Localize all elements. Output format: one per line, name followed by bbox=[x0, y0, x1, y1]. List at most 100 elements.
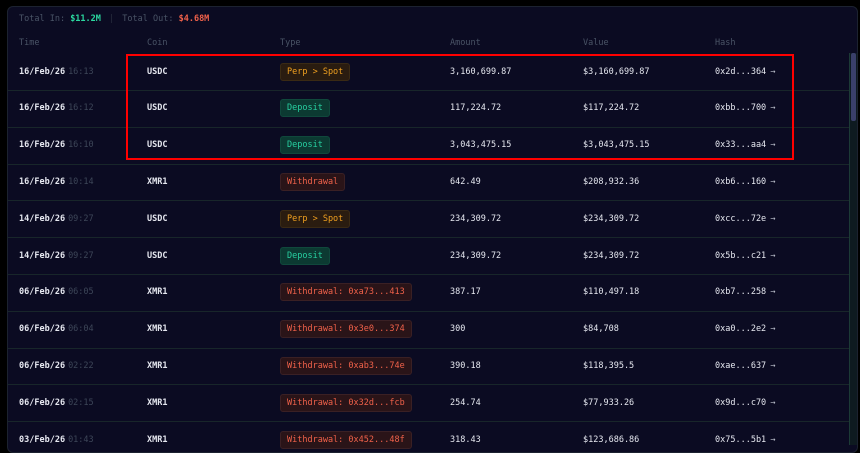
arrow-right-icon[interactable]: → bbox=[770, 213, 776, 224]
table-row[interactable]: 06/Feb/26 02:15 XMR1 Withdrawal: 0x32d...fc… bbox=[8, 384, 849, 423]
hash-link[interactable]: 0xa0...2e2 → bbox=[715, 324, 775, 334]
coin-cell: XMR1 bbox=[147, 287, 168, 298]
value-cell: $84,708 bbox=[583, 324, 619, 335]
date: 16/Feb/26 bbox=[19, 140, 66, 151]
hash-text[interactable]: 0x33...aa4 bbox=[715, 140, 767, 151]
column-header-type[interactable]: Type bbox=[280, 38, 301, 48]
type-badge: Deposit bbox=[280, 246, 330, 265]
time-cell: 16/Feb/26 16:10 bbox=[19, 140, 94, 150]
arrow-right-icon[interactable]: → bbox=[770, 176, 776, 187]
amount-cell: 642.49 bbox=[450, 176, 481, 187]
time-cell: 06/Feb/26 02:22 bbox=[19, 361, 94, 371]
arrow-right-icon[interactable]: → bbox=[770, 324, 776, 335]
value-cell: $234,309.72 bbox=[583, 213, 640, 224]
hash-link[interactable]: 0xb6...160 → bbox=[715, 177, 775, 187]
value-cell: $208,932.36 bbox=[583, 176, 640, 187]
table-row[interactable]: 03/Feb/26 01:43 XMR1 Withdrawal: 0x452...48… bbox=[8, 421, 849, 452]
time: 09:27 bbox=[68, 213, 94, 224]
hash-link[interactable]: 0x33...aa4 → bbox=[715, 140, 775, 150]
hash-link[interactable]: 0x75...5b1 → bbox=[715, 435, 775, 445]
type-badge: Deposit bbox=[280, 99, 330, 118]
time: 06:05 bbox=[68, 287, 94, 298]
table-header: Time Coin Type Amount Value Hash bbox=[8, 33, 849, 53]
time-cell: 06/Feb/26 06:05 bbox=[19, 287, 94, 297]
time: 02:15 bbox=[68, 397, 94, 408]
type-badge: Withdrawal: 0x3e0...374 bbox=[280, 320, 412, 339]
scrollbar-thumb[interactable] bbox=[851, 53, 856, 121]
hash-text[interactable]: 0x5b...c21 bbox=[715, 250, 767, 261]
arrow-right-icon[interactable]: → bbox=[770, 140, 776, 151]
hash-text[interactable]: 0xae...637 bbox=[715, 360, 767, 371]
arrow-right-icon[interactable]: → bbox=[770, 66, 776, 77]
time-cell: 16/Feb/26 16:13 bbox=[19, 67, 94, 77]
arrow-right-icon[interactable]: → bbox=[770, 360, 776, 371]
date: 16/Feb/26 bbox=[19, 66, 66, 77]
time-cell: 06/Feb/26 06:04 bbox=[19, 324, 94, 334]
amount-cell: 318.43 bbox=[450, 434, 481, 445]
column-header-amount[interactable]: Amount bbox=[450, 38, 481, 48]
hash-text[interactable]: 0xb6...160 bbox=[715, 176, 767, 187]
hash-link[interactable]: 0xbb...700 → bbox=[715, 103, 775, 113]
date: 06/Feb/26 bbox=[19, 397, 66, 408]
value-cell: $110,497.18 bbox=[583, 287, 640, 298]
total-in-value: $11.2M bbox=[70, 14, 101, 24]
arrow-right-icon[interactable]: → bbox=[770, 250, 776, 261]
table-row[interactable]: 16/Feb/26 16:13 USDC Perp > Spot 3,160,699.8… bbox=[8, 53, 849, 91]
coin-cell: USDC bbox=[147, 213, 168, 224]
hash-link[interactable]: 0x5b...c21 → bbox=[715, 251, 775, 261]
table-row[interactable]: 16/Feb/26 16:10 USDC Deposit 3,043,475.15 $3,… bbox=[8, 127, 849, 165]
type-badge: Withdrawal: 0xab3...74e bbox=[280, 356, 412, 375]
column-header-coin[interactable]: Coin bbox=[147, 38, 168, 48]
amount-cell: 234,309.72 bbox=[450, 213, 502, 224]
totals-summary: Total In: $11.2M | Total Out: $4.68M bbox=[19, 14, 209, 24]
column-header-time[interactable]: Time bbox=[19, 38, 40, 48]
value-cell: $234,309.72 bbox=[583, 250, 640, 261]
table-row[interactable]: 16/Feb/26 10:14 XMR1 Withdrawal 642.49 $208,9… bbox=[8, 163, 849, 202]
amount-cell: 117,224.72 bbox=[450, 103, 502, 114]
time-cell: 16/Feb/26 16:12 bbox=[19, 103, 94, 113]
coin-cell: XMR1 bbox=[147, 397, 168, 408]
column-header-hash[interactable]: Hash bbox=[715, 38, 736, 48]
type-badge: Withdrawal: 0x452...48f bbox=[280, 430, 412, 449]
hash-text[interactable]: 0xb7...258 bbox=[715, 287, 767, 298]
hash-link[interactable]: 0xcc...72e → bbox=[715, 214, 775, 224]
hash-text[interactable]: 0x9d...c70 bbox=[715, 397, 767, 408]
hash-text[interactable]: 0x2d...364 bbox=[715, 66, 767, 77]
table-row[interactable]: 16/Feb/26 16:12 USDC Deposit 117,224.72 $117,… bbox=[8, 90, 849, 128]
hash-text[interactable]: 0xcc...72e bbox=[715, 213, 767, 224]
table-row[interactable]: 06/Feb/26 02:22 XMR1 Withdrawal: 0xab3...74… bbox=[8, 347, 849, 386]
coin-cell: USDC bbox=[147, 66, 168, 77]
value-cell: $3,043,475.15 bbox=[583, 140, 650, 151]
hash-text[interactable]: 0xbb...700 bbox=[715, 103, 767, 114]
date: 14/Feb/26 bbox=[19, 250, 66, 261]
hash-link[interactable]: 0xae...637 → bbox=[715, 361, 775, 371]
scrollbar[interactable] bbox=[849, 53, 857, 445]
arrow-right-icon[interactable]: → bbox=[770, 397, 776, 408]
coin-cell: XMR1 bbox=[147, 324, 168, 335]
time: 09:27 bbox=[68, 250, 94, 261]
arrow-right-icon[interactable]: → bbox=[770, 434, 776, 445]
hash-link[interactable]: 0x9d...c70 → bbox=[715, 398, 775, 408]
table-row[interactable]: 06/Feb/26 06:05 XMR1 Withdrawal: 0xa73...41… bbox=[8, 274, 849, 312]
hash-text[interactable]: 0xa0...2e2 bbox=[715, 324, 767, 335]
date: 16/Feb/26 bbox=[19, 103, 66, 114]
date: 06/Feb/26 bbox=[19, 324, 66, 335]
arrow-right-icon[interactable]: → bbox=[770, 103, 776, 114]
hash-link[interactable]: 0x2d...364 → bbox=[715, 67, 775, 77]
hash-text[interactable]: 0x75...5b1 bbox=[715, 434, 767, 445]
column-header-value[interactable]: Value bbox=[583, 38, 609, 48]
time: 10:14 bbox=[68, 176, 94, 187]
type-badge: Withdrawal: 0xa73...413 bbox=[280, 283, 412, 302]
type-badge: Deposit bbox=[280, 136, 330, 155]
separator: | bbox=[109, 14, 115, 24]
date: 16/Feb/26 bbox=[19, 176, 66, 187]
hash-link[interactable]: 0xb7...258 → bbox=[715, 287, 775, 297]
table-row[interactable]: 14/Feb/26 09:27 USDC Perp > Spot 234,309.72 $… bbox=[8, 200, 849, 239]
arrow-right-icon[interactable]: → bbox=[770, 287, 776, 298]
total-out-value: $4.68M bbox=[178, 14, 210, 24]
coin-cell: XMR1 bbox=[147, 434, 168, 445]
time: 16:13 bbox=[68, 66, 94, 77]
table-row[interactable]: 14/Feb/26 09:27 USDC Deposit 234,309.72 $234,… bbox=[8, 237, 849, 275]
table-row[interactable]: 06/Feb/26 06:04 XMR1 Withdrawal: 0x3e0...37… bbox=[8, 311, 849, 349]
date: 06/Feb/26 bbox=[19, 360, 66, 371]
